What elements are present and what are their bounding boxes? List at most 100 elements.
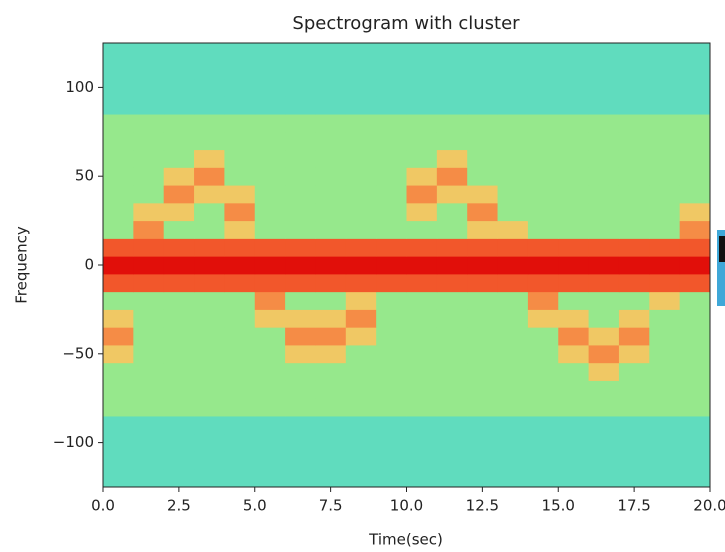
cell <box>376 469 407 487</box>
cell <box>558 131 590 151</box>
cell <box>436 398 468 417</box>
cell <box>133 220 165 239</box>
cell <box>649 380 681 399</box>
cell <box>345 380 377 399</box>
cell <box>679 60 710 80</box>
cell <box>406 273 438 293</box>
cell <box>345 43 377 62</box>
cell <box>588 78 620 97</box>
cell <box>649 60 681 80</box>
cell <box>527 114 559 133</box>
cell <box>376 202 407 222</box>
y-axis-label: Frequency <box>13 226 31 304</box>
cell <box>436 256 468 275</box>
cell <box>649 78 681 97</box>
cell <box>376 309 407 328</box>
cell <box>194 114 225 133</box>
cell <box>406 78 438 97</box>
cell <box>406 469 438 487</box>
cell <box>406 60 438 80</box>
cell <box>527 327 559 346</box>
cell <box>618 344 650 364</box>
cell <box>345 60 377 80</box>
cell <box>588 149 620 168</box>
cell <box>163 362 195 381</box>
cell <box>527 131 559 151</box>
cell <box>376 273 407 293</box>
cell <box>618 185 650 204</box>
cell <box>467 415 499 435</box>
cell <box>436 380 468 399</box>
cell <box>315 327 347 346</box>
cell <box>194 167 225 186</box>
chart-title: Spectrogram with cluster <box>292 13 520 34</box>
cell <box>103 433 134 452</box>
cell <box>285 273 316 293</box>
cell <box>224 291 256 310</box>
cell <box>194 131 225 151</box>
cell <box>194 220 225 239</box>
cell <box>588 398 620 417</box>
cell <box>376 451 407 470</box>
cell <box>618 273 650 293</box>
cell <box>345 256 377 275</box>
cell <box>224 327 256 346</box>
cell <box>497 451 529 470</box>
cell <box>588 114 620 133</box>
cell <box>103 131 134 151</box>
cell <box>649 167 681 186</box>
cell <box>649 415 681 435</box>
cell <box>254 327 286 346</box>
cell <box>406 220 438 239</box>
cell <box>194 398 225 417</box>
cell <box>649 327 681 346</box>
cell <box>345 273 377 293</box>
cell <box>649 273 681 293</box>
cell <box>345 362 377 381</box>
cell <box>497 380 529 399</box>
cell <box>588 291 620 310</box>
cell <box>649 185 681 204</box>
cell <box>467 380 499 399</box>
cell <box>618 291 650 310</box>
cell <box>406 185 438 204</box>
cell <box>376 327 407 346</box>
cell <box>163 60 195 80</box>
cell <box>194 291 225 310</box>
cell <box>618 202 650 222</box>
cell <box>588 256 620 275</box>
cell <box>133 238 165 257</box>
cell <box>679 344 710 364</box>
cell <box>406 451 438 470</box>
cell <box>618 78 650 97</box>
y-tick-label: 100 <box>65 78 94 96</box>
cell <box>163 78 195 97</box>
cell <box>588 362 620 381</box>
cell <box>679 309 710 328</box>
cell <box>558 167 590 186</box>
cell <box>436 327 468 346</box>
cell <box>376 220 407 239</box>
cell <box>679 43 710 62</box>
cell <box>345 185 377 204</box>
cell <box>133 78 165 97</box>
cell <box>163 415 195 435</box>
cell <box>588 202 620 222</box>
cell <box>254 380 286 399</box>
cell <box>345 149 377 168</box>
cell <box>285 60 316 80</box>
cell <box>376 60 407 80</box>
cell <box>376 114 407 133</box>
x-tick-label: 7.5 <box>319 497 343 515</box>
cell <box>345 202 377 222</box>
cell <box>194 362 225 381</box>
cell <box>224 202 256 222</box>
cell <box>194 202 225 222</box>
cell <box>679 78 710 97</box>
cell <box>376 398 407 417</box>
cell <box>315 114 347 133</box>
cell <box>558 451 590 470</box>
cell <box>163 43 195 62</box>
cell <box>224 131 256 151</box>
cell <box>376 362 407 381</box>
